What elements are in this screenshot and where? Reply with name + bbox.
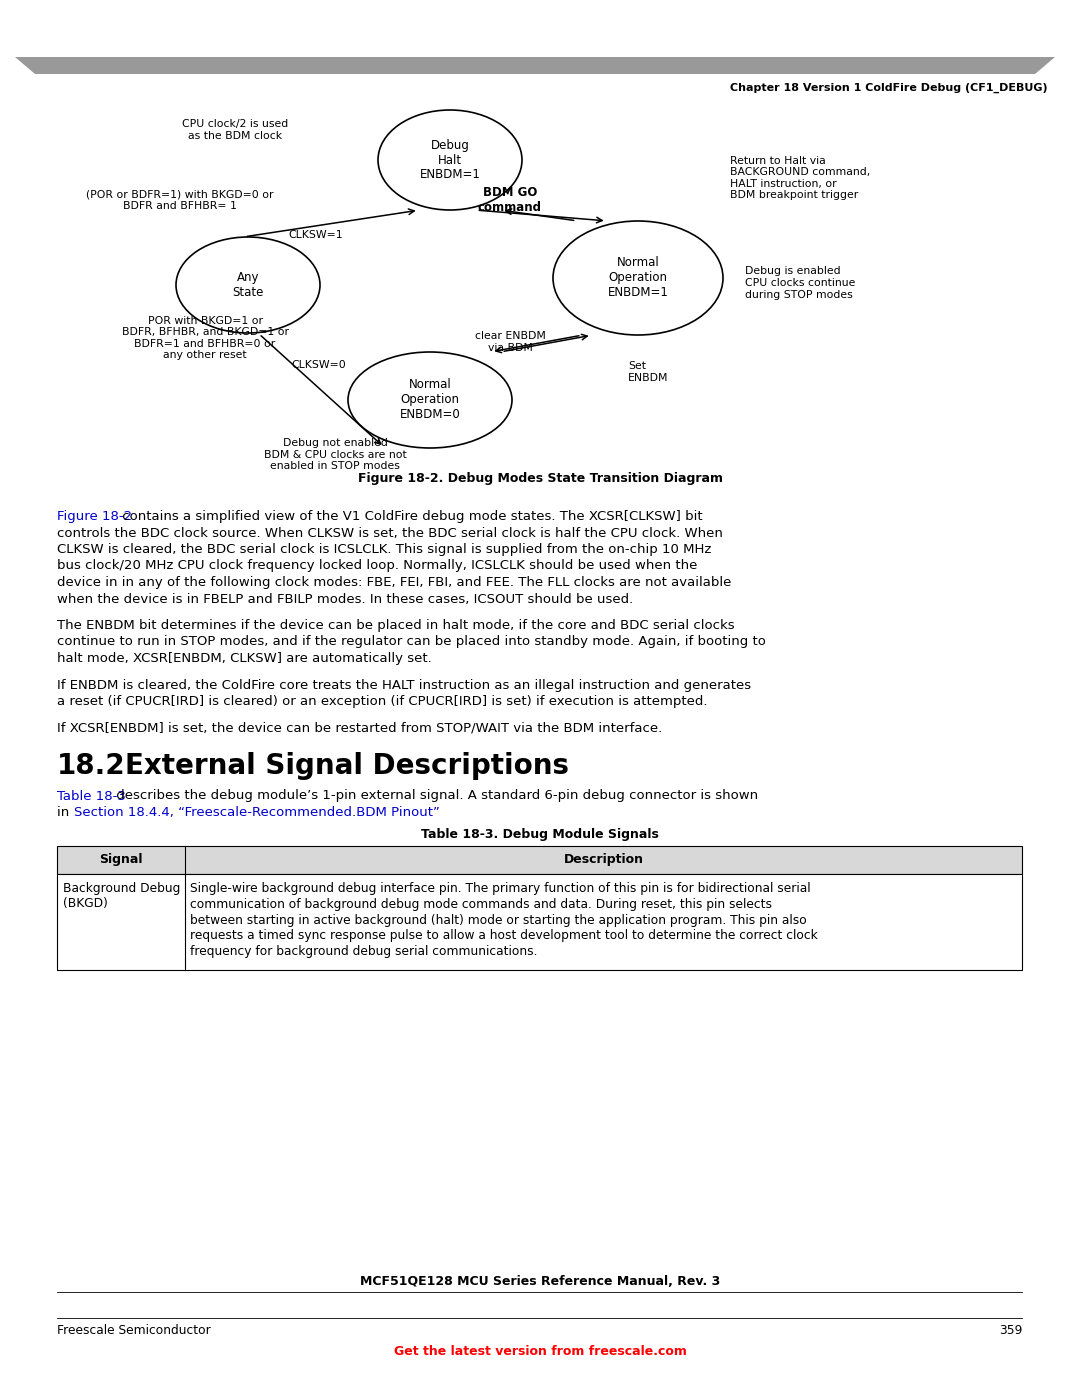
Text: requests a timed sync response pulse to allow a host development tool to determi: requests a timed sync response pulse to …	[190, 929, 818, 943]
Text: controls the BDC clock source. When CLKSW is set, the BDC serial clock is half t: controls the BDC clock source. When CLKS…	[57, 527, 723, 539]
Text: CLKSW=1: CLKSW=1	[288, 231, 342, 240]
Text: Debug is enabled
CPU clocks continue
during STOP modes: Debug is enabled CPU clocks continue dur…	[745, 267, 855, 299]
Bar	[57, 847, 1022, 875]
Text: POR with BKGD=1 or
BDFR, BFHBR, and BKGD=1 or
BDFR=1 and BFHBR=0 or
any other re: POR with BKGD=1 or BDFR, BFHBR, and BKGD…	[121, 316, 288, 360]
Ellipse shape	[348, 352, 512, 448]
Text: Single-wire background debug interface pin. The primary function of this pin is : Single-wire background debug interface p…	[190, 882, 811, 895]
Text: Figure 18-2: Figure 18-2	[57, 510, 132, 522]
Text: Normal
Operation
ENBDM=0: Normal Operation ENBDM=0	[400, 379, 460, 422]
Text: CLKSW is cleared, the BDC serial clock is ICSLCLK. This signal is supplied from : CLKSW is cleared, the BDC serial clock i…	[57, 543, 712, 556]
Text: Normal
Operation
ENBDM=1: Normal Operation ENBDM=1	[608, 257, 669, 299]
Text: halt mode, XCSR[ENBDM, CLKSW] are automatically set.: halt mode, XCSR[ENBDM, CLKSW] are automa…	[57, 652, 432, 665]
Text: Chapter 18 Version 1 ColdFire Debug (CF1_DEBUG): Chapter 18 Version 1 ColdFire Debug (CF1…	[730, 82, 1048, 94]
Text: device in in any of the following clock modes: FBE, FEI, FBI, and FEE. The FLL c: device in in any of the following clock …	[57, 576, 731, 590]
Text: Freescale Semiconductor: Freescale Semiconductor	[57, 1324, 211, 1337]
Ellipse shape	[176, 237, 320, 332]
Text: Signal: Signal	[99, 854, 143, 866]
Text: in: in	[57, 806, 73, 819]
Text: .: .	[351, 806, 355, 819]
Text: BDM GO
command: BDM GO command	[478, 186, 542, 214]
Text: Debug not enabled
BDM & CPU clocks are not
enabled in STOP modes: Debug not enabled BDM & CPU clocks are n…	[264, 439, 406, 471]
Text: Return to Halt via
BACKGROUND command,
HALT instruction, or
BDM breakpoint trigg: Return to Halt via BACKGROUND command, H…	[730, 155, 870, 200]
Text: frequency for background debug serial communications.: frequency for background debug serial co…	[190, 946, 538, 958]
Text: describes the debug module’s 1-pin external signal. A standard 6-pin debug conne: describes the debug module’s 1-pin exter…	[112, 789, 758, 802]
Text: Figure 18-2. Debug Modes State Transition Diagram: Figure 18-2. Debug Modes State Transitio…	[357, 472, 723, 485]
Ellipse shape	[553, 221, 723, 335]
Text: 18.2: 18.2	[57, 752, 125, 780]
Polygon shape	[15, 57, 1055, 74]
Text: clear ENBDM
via BDM: clear ENBDM via BDM	[474, 331, 545, 353]
Text: MCF51QE128 MCU Series Reference Manual, Rev. 3: MCF51QE128 MCU Series Reference Manual, …	[360, 1275, 720, 1288]
Text: Table 18-3: Table 18-3	[57, 789, 126, 802]
Text: bus clock/20 MHz CPU clock frequency locked loop. Normally, ICSLCLK should be us: bus clock/20 MHz CPU clock frequency loc…	[57, 560, 698, 573]
Text: The ENBDM bit determines if the device can be placed in halt mode, if the core a: The ENBDM bit determines if the device c…	[57, 619, 734, 631]
Text: Background Debug
(BKGD): Background Debug (BKGD)	[63, 882, 180, 909]
Text: Debug
Halt
ENBDM=1: Debug Halt ENBDM=1	[419, 138, 481, 182]
Text: External Signal Descriptions: External Signal Descriptions	[125, 752, 569, 780]
Text: (POR or BDFR=1) with BKGD=0 or
BDFR and BFHBR= 1: (POR or BDFR=1) with BKGD=0 or BDFR and …	[86, 189, 273, 211]
Text: communication of background debug mode commands and data. During reset, this pin: communication of background debug mode c…	[190, 898, 772, 911]
Text: Description: Description	[564, 854, 644, 866]
Text: If ENBDM is cleared, the ColdFire core treats the HALT instruction as an illegal: If ENBDM is cleared, the ColdFire core t…	[57, 679, 751, 692]
Text: Set
ENBDM: Set ENBDM	[627, 362, 669, 383]
Text: Any
State: Any State	[232, 271, 264, 299]
Text: If XCSR[ENBDM] is set, the device can be restarted from STOP/WAIT via the BDM in: If XCSR[ENBDM] is set, the device can be…	[57, 721, 662, 735]
Bar	[57, 875, 1022, 970]
Text: a reset (if CPUCR[IRD] is cleared) or an exception (if CPUCR[IRD] is set) if exe: a reset (if CPUCR[IRD] is cleared) or an…	[57, 694, 707, 708]
Text: contains a simplified view of the V1 ColdFire debug mode states. The XCSR[CLKSW]: contains a simplified view of the V1 Col…	[118, 510, 703, 522]
Text: 359: 359	[999, 1324, 1022, 1337]
Text: CPU clock/2 is used
as the BDM clock: CPU clock/2 is used as the BDM clock	[181, 119, 288, 141]
Text: Get the latest version from freescale.com: Get the latest version from freescale.co…	[393, 1345, 687, 1358]
Text: between starting in active background (halt) mode or starting the application pr: between starting in active background (h…	[190, 914, 807, 926]
Text: when the device is in FBELP and FBILP modes. In these cases, ICSOUT should be us: when the device is in FBELP and FBILP mo…	[57, 592, 633, 605]
Ellipse shape	[378, 110, 522, 210]
Text: continue to run in STOP modes, and if the regulator can be placed into standby m: continue to run in STOP modes, and if th…	[57, 636, 766, 648]
Text: Table 18-3. Debug Module Signals: Table 18-3. Debug Module Signals	[421, 828, 659, 841]
Text: Section 18.4.4, “Freescale-Recommended BDM Pinout”: Section 18.4.4, “Freescale-Recommended B…	[73, 806, 440, 819]
Text: CLKSW=0: CLKSW=0	[291, 360, 346, 370]
